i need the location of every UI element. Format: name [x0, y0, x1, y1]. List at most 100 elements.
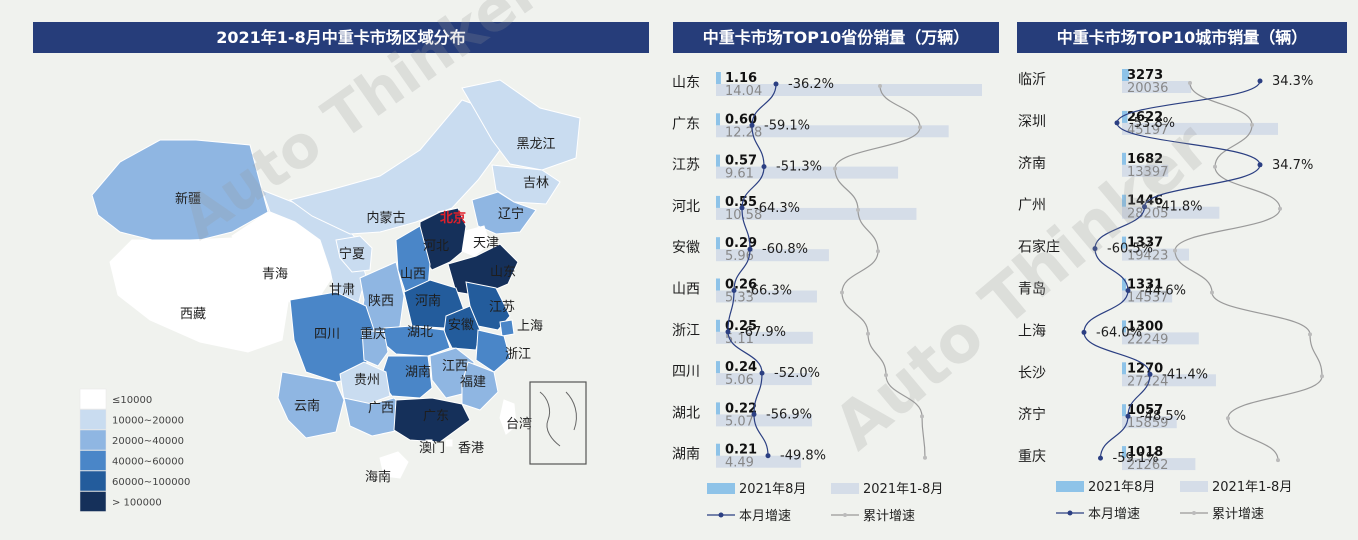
category-label-item-5: 青岛 — [1018, 282, 1046, 298]
total-bar-item-9 — [1122, 458, 1196, 471]
month-value-item-0: 1.16 — [725, 71, 757, 86]
growth-point-item-6 — [725, 329, 731, 335]
total-value-item-3: 28205 — [1127, 207, 1168, 222]
total-value-item-5: 14537 — [1127, 291, 1168, 306]
region-label-item-25: 贵州 — [354, 373, 380, 388]
total-value-item-4: 5.96 — [725, 249, 754, 264]
total-value-item-9: 4.49 — [725, 456, 754, 471]
region-item-6 — [461, 79, 581, 171]
total-bar-item-1 — [716, 125, 949, 138]
month-bar-item-7 — [716, 361, 720, 374]
total-bar-item-5 — [716, 290, 817, 303]
cumulative-point-item-1 — [918, 125, 922, 130]
legend-month-label: 2021年8月 — [1088, 480, 1155, 495]
cumulative-point-item-6 — [1308, 332, 1312, 337]
legend-monthly-growth-label: 本月增速 — [739, 509, 791, 524]
legend-swatch-item-4 — [79, 470, 107, 492]
legend-total-label: 2021年1-8月 — [1212, 480, 1292, 495]
month-bar-item-4 — [716, 237, 720, 250]
legend-label-item-2: 20000~40000 — [112, 436, 184, 447]
region-label-item-18: 上海 — [517, 319, 543, 334]
growth-label-item-2: -51.3% — [776, 160, 822, 175]
cumulative-point-item-8 — [1226, 416, 1230, 421]
cumulative-point-item-1 — [1250, 122, 1254, 127]
cumulative-point-item-9 — [1276, 458, 1280, 463]
category-label-item-4: 安徽 — [672, 240, 700, 256]
cumulative-point-item-2 — [1213, 164, 1217, 169]
region-item-32 — [499, 399, 517, 435]
total-value-item-2: 9.61 — [725, 167, 754, 182]
total-value-item-0: 20036 — [1127, 81, 1168, 96]
total-value-item-6: 22249 — [1127, 332, 1168, 347]
month-bar-item-6 — [1122, 320, 1126, 333]
category-label-item-9: 湖南 — [672, 447, 700, 463]
category-label-item-7: 四川 — [672, 364, 700, 380]
region-label-item-4: 内蒙古 — [366, 210, 405, 226]
total-value-item-7: 5.06 — [725, 373, 754, 388]
region-label-item-27: 广西 — [368, 401, 394, 416]
region-item-0 — [91, 139, 269, 243]
category-label-item-2: 江苏 — [672, 158, 700, 174]
region-label-item-16: 江苏 — [489, 299, 515, 315]
month-value-item-1: 0.60 — [725, 112, 757, 127]
region-label-item-12: 山东 — [490, 265, 516, 280]
total-bar-item-6 — [1122, 332, 1199, 345]
cumulative-point-item-0 — [878, 84, 882, 88]
growth-point-item-4 — [1092, 246, 1098, 252]
total-bar-item-5 — [1122, 290, 1173, 303]
growth-label-item-0: -36.2% — [788, 77, 834, 92]
south-china-sea-inset — [529, 381, 587, 465]
month-bar-item-4 — [1122, 236, 1126, 249]
cumulative-point-item-4 — [1173, 248, 1177, 253]
category-label-item-8: 湖北 — [672, 405, 700, 421]
category-label-item-9: 重庆 — [1018, 449, 1046, 465]
month-value-item-2: 0.57 — [725, 154, 757, 169]
region-item-30 — [425, 439, 433, 447]
category-label-item-8: 济宁 — [1018, 406, 1046, 423]
legend-total-label: 2021年1-8月 — [863, 482, 943, 497]
region-label-item-9: 北京 — [440, 210, 466, 226]
total-bar-item-4 — [1122, 248, 1190, 261]
category-label-item-0: 临沂 — [1018, 72, 1046, 88]
total-value-item-2: 13397 — [1127, 165, 1168, 180]
total-value-item-0: 14.04 — [725, 84, 762, 99]
month-bar-item-8 — [716, 402, 720, 415]
cumulative-point-item-8 — [920, 414, 924, 419]
growth-label-item-9: -49.8% — [780, 449, 826, 464]
category-label-item-1: 广东 — [672, 116, 700, 132]
region-label-item-19: 湖北 — [407, 325, 433, 340]
growth-point-item-5 — [1125, 288, 1131, 293]
month-value-item-9: 1018 — [1127, 445, 1163, 460]
growth-point-item-4 — [747, 246, 753, 252]
month-value-item-6: 1300 — [1127, 319, 1163, 334]
province-chart-title: 中重卡市场TOP10省份销量（万辆） — [673, 22, 999, 53]
region-item-33 — [379, 451, 409, 479]
growth-point-item-7 — [1147, 371, 1153, 377]
monthly-growth-line — [727, 83, 777, 456]
legend-label-item-1: 10000~20000 — [112, 416, 184, 427]
city-chart-title: 中重卡市场TOP10城市销量（辆） — [1017, 22, 1347, 53]
legend-total-swatch — [831, 483, 859, 494]
region-label-item-17: 安徽 — [448, 318, 474, 333]
category-label-item-4: 石家庄 — [1018, 239, 1060, 256]
growth-label-item-3: -64.3% — [754, 201, 800, 216]
month-bar-item-3 — [716, 195, 720, 208]
legend-swatch-item-3 — [79, 450, 107, 471]
growth-label-item-0: 34.3% — [1272, 74, 1313, 89]
legend-monthly-growth-dot — [1067, 510, 1073, 516]
growth-point-item-0 — [773, 81, 779, 87]
region-label-item-23: 江西 — [442, 359, 468, 374]
region-label-item-29: 广东 — [423, 409, 449, 424]
month-bar-item-6 — [716, 319, 720, 332]
region-item-29 — [393, 397, 471, 443]
total-bar-item-4 — [716, 249, 829, 262]
legend-label-item-3: 40000~60000 — [112, 457, 184, 468]
region-label-item-10: 天津 — [473, 236, 499, 251]
region-item-1 — [109, 237, 291, 353]
month-bar-item-0 — [1122, 69, 1129, 81]
growth-label-item-5: -66.3% — [746, 284, 792, 299]
category-label-item-3: 广州 — [1018, 198, 1046, 214]
